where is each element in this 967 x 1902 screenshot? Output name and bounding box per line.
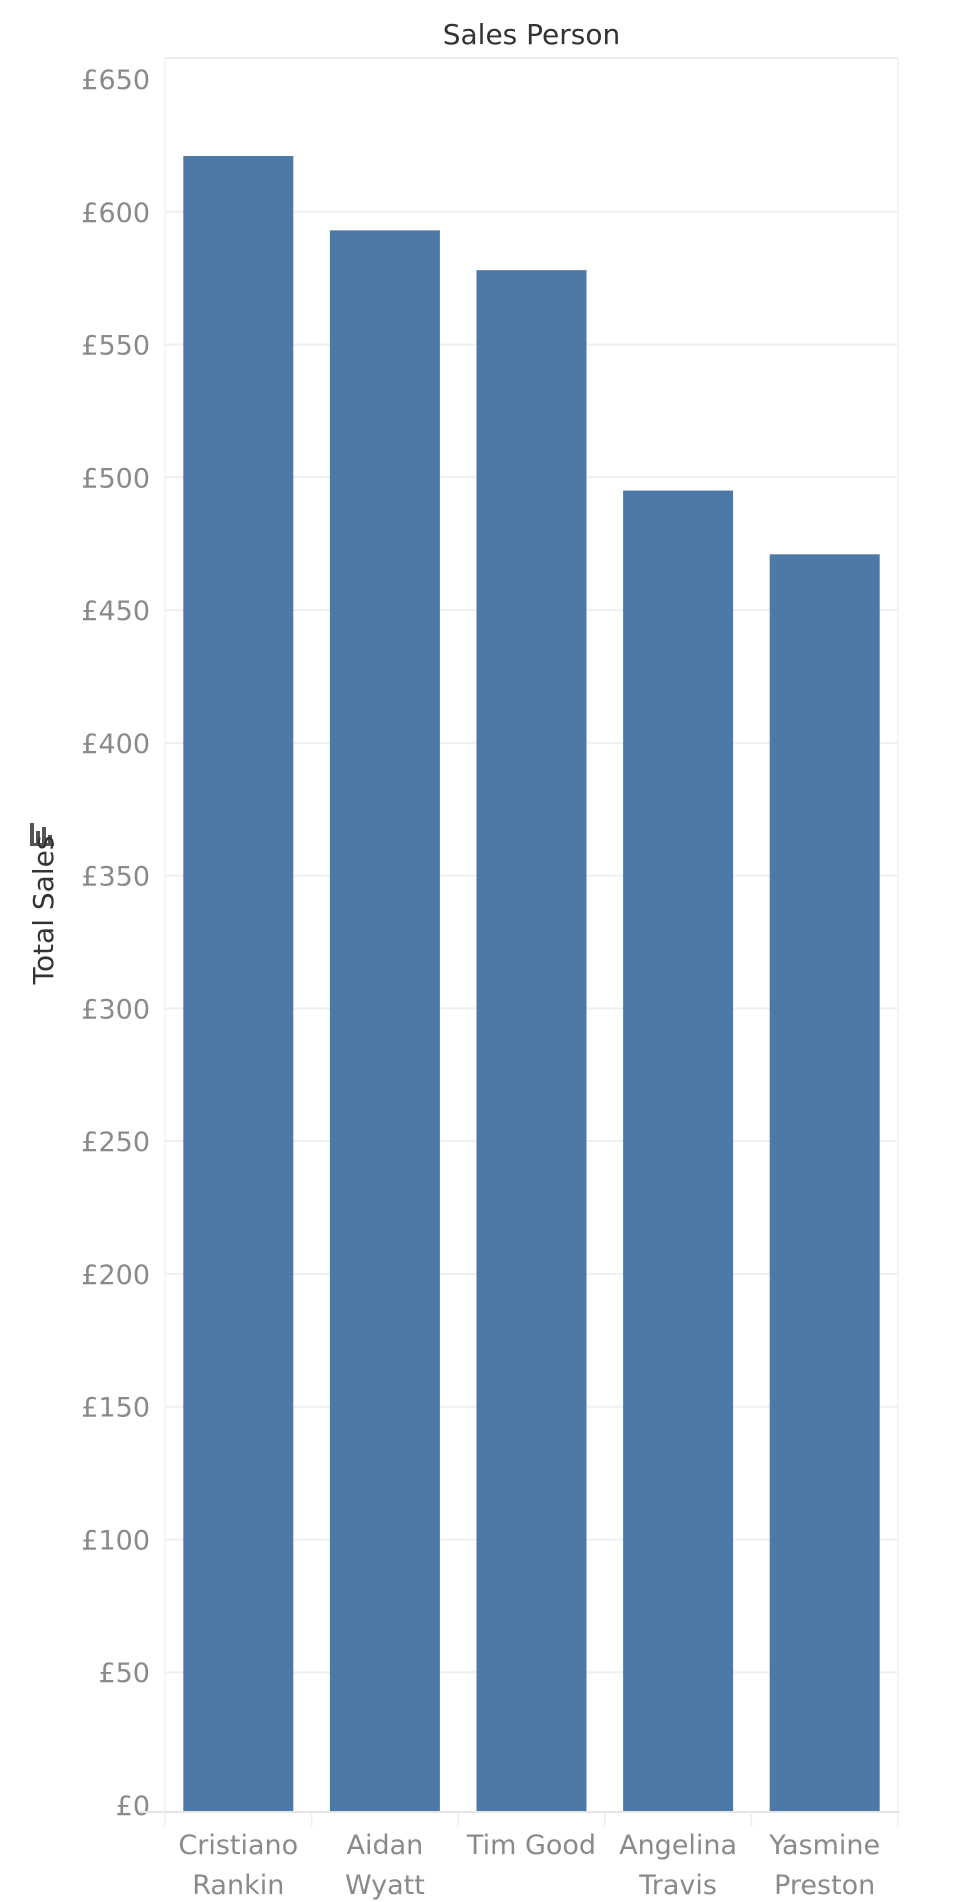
x-category-label-line: Preston (774, 1870, 875, 1901)
x-category-label-line: Rankin (192, 1870, 284, 1901)
bar-chart-icon-bar (48, 835, 52, 843)
bar[interactable] (623, 490, 734, 1813)
bar[interactable] (769, 554, 880, 1812)
x-category-label-line: Yasmine (768, 1830, 880, 1861)
bar-chart-icon-bar (42, 827, 46, 843)
y-axis-title-group: Total Sales (27, 823, 60, 985)
x-category-label: Tim Good (466, 1830, 596, 1861)
bar[interactable] (476, 270, 587, 1812)
x-category-label: Aidan Wyatt (345, 1830, 425, 1901)
y-tick-label: £0 (116, 1791, 150, 1822)
x-category-label: Angelina Travis (619, 1830, 737, 1901)
bar[interactable] (183, 156, 294, 1813)
bar-chart-icon-base (30, 843, 54, 846)
bar-chart-icon-bar (30, 823, 34, 843)
y-tick-label: £650 (81, 65, 150, 96)
x-category-label-line: Wyatt (345, 1870, 425, 1901)
bars (183, 156, 880, 1813)
x-category-label: Yasmine Preston (768, 1830, 880, 1901)
x-axis-labels: Cristiano Rankin Aidan Wyatt Tim Good Angelin… (178, 1830, 880, 1901)
x-category-label-line: Cristiano (178, 1830, 298, 1861)
y-tick-label: £150 (81, 1393, 150, 1424)
chart-title: Sales Person (443, 18, 621, 51)
y-tick-label: £600 (81, 198, 150, 229)
y-tick-label: £550 (81, 331, 150, 362)
y-tick-label: £450 (81, 596, 150, 627)
y-tick-label: £200 (81, 1260, 150, 1291)
y-tick-label: £100 (81, 1525, 150, 1556)
bar-chart-icon[interactable] (30, 823, 54, 846)
y-tick-label: £350 (81, 862, 150, 893)
y-tick-label: £500 (81, 463, 150, 494)
y-tick-label: £250 (81, 1127, 150, 1158)
x-category-label: Cristiano Rankin (178, 1830, 298, 1901)
y-tick-label: £50 (98, 1658, 150, 1689)
y-tick-label: £300 (81, 994, 150, 1025)
x-axis (140, 1811, 900, 1826)
y-tick-label: £400 (81, 729, 150, 760)
y-axis-ticks: £0 £50 £100 £150 £200 £250 £300 £350 £400 £450 £50… (81, 65, 150, 1822)
x-category-label-line: Aidan (347, 1830, 424, 1861)
x-category-label-line: Angelina (619, 1830, 737, 1861)
bar[interactable] (329, 230, 440, 1812)
x-category-label-line: Travis (638, 1870, 717, 1901)
y-axis-title: Total Sales (27, 836, 60, 986)
bar-chart-icon-bar (36, 831, 40, 843)
x-category-label-line: Tim Good (466, 1830, 596, 1861)
